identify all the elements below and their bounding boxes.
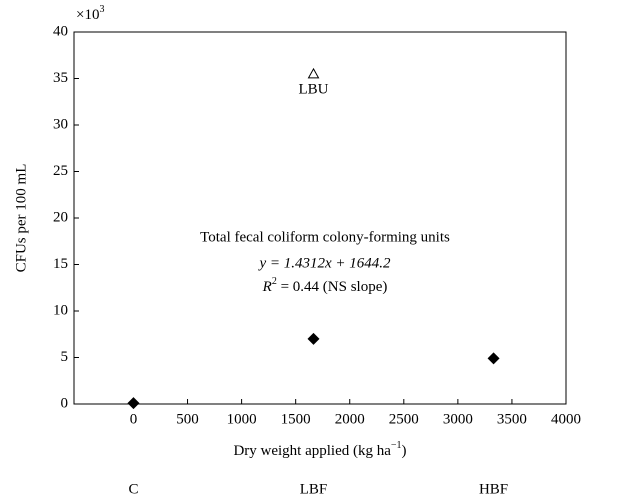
diamond-point — [307, 332, 320, 345]
point-label: C — [128, 481, 138, 497]
y-tick-label: 30 — [53, 116, 68, 132]
y-axis-label: CFUs per 100 mL — [13, 164, 29, 273]
x-tick-label: 1500 — [281, 411, 311, 427]
annotation-equation: y = 1.4312x + 1644.2 — [257, 255, 391, 271]
annotation-r2: R2 = 0.44 (NS slope) — [262, 276, 388, 295]
x-tick-label: 3500 — [497, 411, 527, 427]
x-tick-label: 2000 — [335, 411, 365, 427]
x-axis-label: Dry weight applied (kg ha−1) — [233, 440, 406, 459]
x-tick-label: 1000 — [227, 411, 257, 427]
y-tick-label: 10 — [53, 302, 68, 318]
x-label-text: Dry weight applied (kg ha — [233, 443, 391, 459]
r2-text: = 0.44 (NS slope) — [277, 279, 388, 295]
x-label-end: ) — [402, 443, 407, 459]
r2-exponent: 2 — [272, 276, 277, 287]
r2-base: R — [262, 279, 272, 295]
y-tick-label: 15 — [53, 256, 68, 272]
diamond-point — [127, 397, 140, 410]
y-multiplier: ×103 — [76, 4, 104, 23]
y-tick-label: 5 — [61, 349, 69, 365]
x-tick-label: 2500 — [389, 411, 419, 427]
x-tick-label: 3000 — [443, 411, 473, 427]
point-label: HBF — [479, 481, 508, 497]
x-label-exponent: −1 — [391, 440, 402, 451]
y-multiplier-base: ×10 — [76, 7, 99, 23]
y-tick-label: 25 — [53, 163, 68, 179]
y-tick-label: 20 — [53, 209, 68, 225]
y-multiplier-exponent: 3 — [99, 4, 104, 15]
point-label: LBU — [299, 81, 329, 97]
x-tick-label: 4000 — [551, 411, 581, 427]
y-tick-label: 40 — [53, 23, 68, 39]
x-tick-label: 500 — [176, 411, 199, 427]
point-label: LBF — [300, 481, 328, 497]
x-tick-label: 0 — [130, 411, 138, 427]
y-tick-label: 35 — [53, 70, 68, 86]
diamond-point — [487, 352, 500, 365]
annotation-title: Total fecal coliform colony-forming unit… — [200, 229, 450, 245]
y-tick-label: 0 — [61, 395, 69, 411]
triangle-point — [307, 67, 320, 79]
